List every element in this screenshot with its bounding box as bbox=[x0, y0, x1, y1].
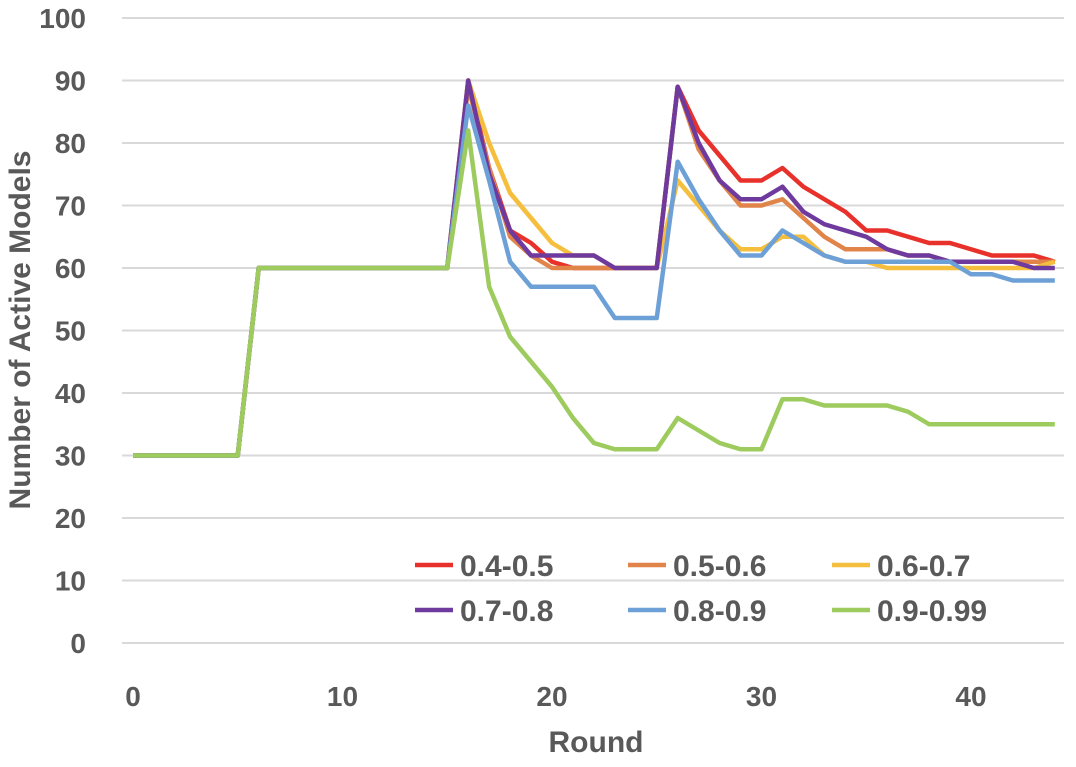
series-line-0.9-0.99 bbox=[133, 128, 1055, 458]
legend-label: 0.4-0.5 bbox=[460, 550, 553, 583]
x-tick-label: 40 bbox=[955, 681, 986, 712]
legend: 0.4-0.5 0.5-0.6 0.6-0.7 0.7-0.8 0.8-0.9 0.9-0… bbox=[415, 550, 987, 628]
legend-label: 0.5-0.6 bbox=[673, 550, 766, 583]
y-tick-label: 100 bbox=[39, 3, 86, 34]
legend-item: 0.9-0.99 bbox=[832, 595, 987, 628]
x-tick-label: 10 bbox=[327, 681, 358, 712]
y-tick-label: 90 bbox=[55, 66, 86, 97]
legend-label: 0.9-0.99 bbox=[877, 595, 987, 628]
y-tick-label: 30 bbox=[55, 441, 86, 472]
legend-label: 0.6-0.7 bbox=[877, 550, 970, 583]
legend-label: 0.7-0.8 bbox=[460, 595, 553, 628]
series-lines bbox=[133, 78, 1056, 458]
x-tick-labels: 0 10 20 30 40 bbox=[125, 681, 986, 712]
legend-item: 0.5-0.6 bbox=[628, 550, 766, 583]
x-tick-label: 30 bbox=[746, 681, 777, 712]
legend-item: 0.8-0.9 bbox=[628, 595, 766, 628]
y-tick-label: 20 bbox=[55, 503, 86, 534]
y-tick-label: 80 bbox=[55, 128, 86, 159]
y-axis-label: Number of Active Models bbox=[4, 151, 37, 510]
y-tick-label: 0 bbox=[70, 628, 86, 659]
x-tick-label: 20 bbox=[536, 681, 567, 712]
y-tick-labels: 0 10 20 30 40 50 60 70 80 90 100 bbox=[39, 3, 86, 659]
y-tick-label: 50 bbox=[55, 316, 86, 347]
y-tick-label: 70 bbox=[55, 191, 86, 222]
legend-item: 0.6-0.7 bbox=[832, 550, 970, 583]
y-tick-label: 40 bbox=[55, 378, 86, 409]
x-axis-label: Round bbox=[549, 726, 644, 759]
x-tick-label: 0 bbox=[125, 681, 141, 712]
series-line-0.8-0.9 bbox=[133, 103, 1055, 458]
legend-item: 0.7-0.8 bbox=[415, 595, 553, 628]
y-tick-label: 60 bbox=[55, 253, 86, 284]
legend-item: 0.4-0.5 bbox=[415, 550, 553, 583]
legend-label: 0.8-0.9 bbox=[673, 595, 766, 628]
y-tick-label: 10 bbox=[55, 566, 86, 597]
